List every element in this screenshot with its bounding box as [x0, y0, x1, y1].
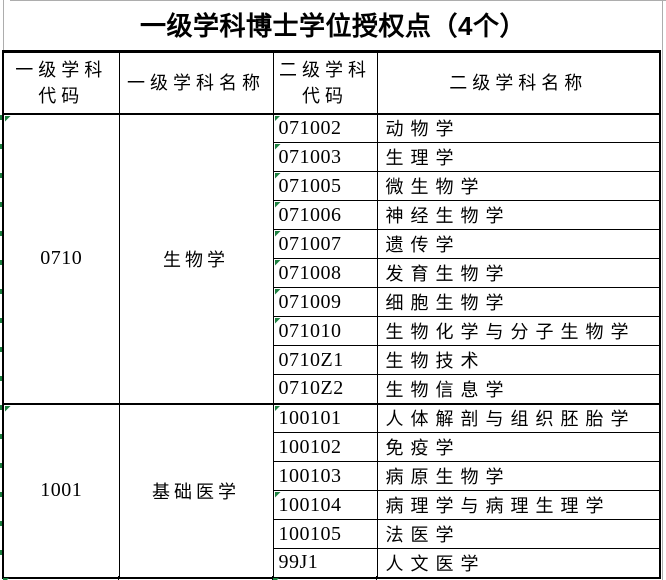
number-stored-as-text-flag-icon [274, 173, 281, 179]
header-l2-code: 二级学科 代码 [272, 51, 378, 115]
l2-code-cell: 100105 [272, 519, 378, 549]
flag-artifact [0, 492, 2, 497]
l2-code-cell: 0710Z1 [272, 345, 378, 375]
partial-row-flag-icon [273, 578, 279, 580]
flag-artifact [0, 289, 2, 294]
l2-code-cell: 100101 [272, 402, 378, 433]
l1-code-cell: 0710 [2, 113, 120, 404]
gridline-top [10, 0, 666, 1]
l2-name-cell: 生物化学与分子生物学 [376, 316, 661, 346]
l2-name-cell: 动物学 [376, 113, 661, 143]
l1-name-cell: 基础医学 [118, 402, 274, 578]
l2-code-cell: 071010 [272, 316, 378, 346]
flag-artifact [0, 463, 2, 468]
gridline-stub [376, 576, 377, 580]
flag-artifact [0, 115, 2, 120]
gridline-right [662, 0, 663, 580]
l2-name-cell: 遗传学 [376, 229, 661, 259]
l2-code-cell: 071005 [272, 171, 378, 201]
l2-code-cell: 0710Z2 [272, 374, 378, 404]
l2-code-cell: 071009 [272, 287, 378, 317]
number-stored-as-text-flag-icon [5, 115, 11, 122]
flag-artifact [0, 347, 2, 352]
number-stored-as-text-flag-icon [274, 260, 281, 266]
flag-artifact [0, 260, 2, 265]
l1-name-cell: 生物学 [118, 113, 274, 404]
l1-code-cell: 1001 [2, 402, 120, 578]
gridline-stub [118, 576, 119, 580]
authorization-table: 一级学科 代码 一级学科名称 二级学科 代码 二级学科名称 0710 生物学 0… [2, 50, 661, 579]
l2-name-cell: 免疫学 [376, 432, 661, 462]
gridline-left [3, 0, 4, 50]
l2-name-cell: 生理学 [376, 142, 661, 172]
l2-code-cell: 100104 [272, 490, 378, 520]
flag-artifact [0, 173, 2, 178]
flag-artifact [0, 202, 2, 207]
number-stored-as-text-flag-icon [274, 318, 281, 324]
number-stored-as-text-flag-icon [274, 492, 281, 498]
flag-artifact [0, 550, 2, 555]
l2-code-cell: 100103 [272, 461, 378, 491]
l2-name-cell: 病理学与病理生理学 [376, 490, 661, 520]
l2-name-cell: 法医学 [376, 519, 661, 549]
table-row: 071007 遗传学 [3, 229, 661, 259]
l2-name-cell: 生物技术 [376, 345, 661, 375]
l2-code-cell: 071002 [272, 113, 378, 143]
table-row: 0710Z2 生物信息学 [3, 374, 661, 404]
l2-code-cell: 071008 [272, 258, 378, 288]
flag-artifact [0, 376, 2, 381]
flag-artifact [0, 405, 2, 410]
l2-name-cell: 细胞生物学 [376, 287, 661, 317]
l2-name-cell: 神经生物学 [376, 200, 661, 230]
l2-code-cell: 071003 [272, 142, 378, 172]
flag-artifact [0, 521, 2, 526]
number-stored-as-text-flag-icon [274, 202, 281, 208]
table-row: 0710 生物学 071002 动物学 [2, 113, 661, 404]
flag-artifact [0, 144, 2, 149]
number-stored-as-text-flag-icon [274, 231, 281, 237]
table-row: 071010 生物化学与分子生物学 [3, 316, 661, 346]
header-l1-code: 一级学科 代码 [2, 51, 120, 115]
l2-name-cell: 微生物学 [376, 171, 661, 201]
table-row: 071006 神经生物学 [3, 200, 661, 230]
l2-code-cell: 071006 [272, 200, 378, 230]
table-row: 100102 免疫学 [3, 432, 661, 462]
header-l1-name: 一级学科名称 [118, 51, 274, 115]
table-row: 100104 病理学与病理生理学 [3, 490, 661, 520]
l2-name-cell: 人体解剖与组织胚胎学 [376, 402, 661, 433]
table-row: 071009 细胞生物学 [3, 287, 661, 317]
flag-artifact [0, 231, 2, 236]
table-row: 1001 基础医学 100101 人体解剖与组织胚胎学 [2, 402, 661, 578]
gridline-stub [272, 576, 273, 580]
table-title: 一级学科博士学位授权点（4个） [140, 11, 526, 41]
header-row: 一级学科 代码 一级学科名称 二级学科 代码 二级学科名称 [2, 51, 661, 115]
l2-name-cell: 生物信息学 [376, 374, 661, 404]
flag-artifact [0, 318, 2, 323]
table-row: 99J1 人文医学 [3, 548, 661, 578]
table-row: 071003 生理学 [3, 142, 661, 172]
l2-name-cell: 病原生物学 [376, 461, 661, 491]
number-stored-as-text-flag-icon [274, 144, 281, 150]
number-stored-as-text-flag-icon [274, 405, 281, 412]
partial-row-flag-icon [3, 578, 9, 580]
l2-name-cell: 人文医学 [376, 548, 661, 578]
l2-name-cell: 发育生物学 [376, 258, 661, 288]
l2-code-cell: 071007 [272, 229, 378, 259]
number-stored-as-text-flag-icon [274, 115, 281, 122]
header-l2-name: 二级学科名称 [376, 51, 661, 115]
number-stored-as-text-flag-icon [274, 289, 281, 295]
flag-artifact [0, 434, 2, 439]
l2-code-cell: 100102 [272, 432, 378, 462]
l2-code-cell: 99J1 [272, 548, 378, 578]
number-stored-as-text-flag-icon [5, 405, 11, 412]
